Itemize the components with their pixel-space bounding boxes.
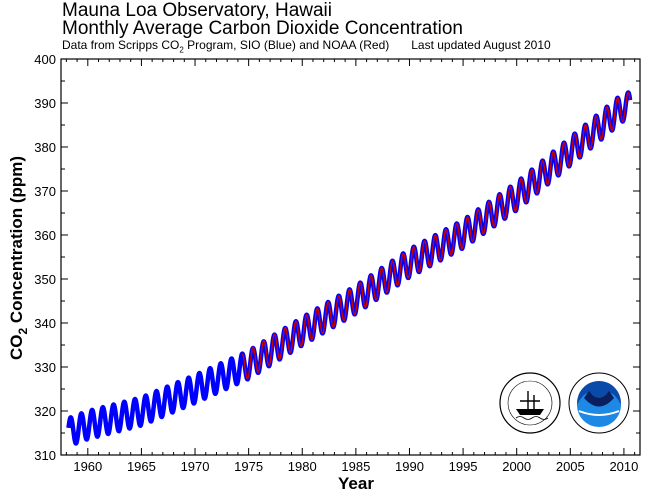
x-tick-label: 2010 — [609, 459, 638, 474]
x-tick-label: 1985 — [341, 459, 370, 474]
y-tick-label: 370 — [34, 184, 56, 199]
chart-title-line2: Monthly Average Carbon Dioxide Concentra… — [62, 18, 463, 39]
chart-title: Mauna Loa Observatory, Hawaii — [62, 0, 332, 21]
x-tick-label: 1970 — [181, 459, 210, 474]
y-axis-title: CO2 Concentration (ppm) — [7, 156, 30, 360]
scripps-logo — [499, 372, 561, 434]
x-tick-label: 1965 — [127, 459, 156, 474]
subtitle-prefix: Data from Scripps CO — [62, 38, 180, 52]
y-tick-label: 390 — [34, 96, 56, 111]
y-tick-label: 400 — [34, 52, 56, 67]
subtitle-updated: Last updated August 2010 — [411, 38, 551, 52]
y-tick-label: 340 — [34, 316, 56, 331]
y-axis-title-prefix: CO — [7, 335, 26, 361]
y-tick-label: 380 — [34, 140, 56, 155]
y-tick-label: 320 — [34, 404, 56, 419]
x-tick-label: 2005 — [556, 459, 585, 474]
y-axis-title-subscript: 2 — [16, 328, 30, 335]
x-tick-label: 1980 — [288, 459, 317, 474]
x-axis-title: Year — [338, 474, 374, 493]
noaa-logo — [568, 372, 630, 434]
y-tick-label: 350 — [34, 272, 56, 287]
svg-text:CO2 Concentration (ppm): CO2 Concentration (ppm) — [7, 156, 30, 360]
subtitle-sources: Program, SIO (Blue) and NOAA (Red) — [183, 38, 390, 52]
y-tick-label: 310 — [34, 448, 56, 463]
series-line-noaa — [241, 91, 631, 380]
x-tick-label: 1975 — [234, 459, 263, 474]
x-tick-label: 1995 — [449, 459, 478, 474]
chart-subtitle: Data from Scripps CO2 Program, SIO (Blue… — [62, 38, 551, 54]
y-tick-label: 360 — [34, 228, 56, 243]
x-tick-label: 1990 — [395, 459, 424, 474]
y-axis-title-suffix: Concentration (ppm) — [7, 156, 26, 328]
subtitle-subscript: 2 — [179, 45, 184, 55]
x-tick-label: 2000 — [502, 459, 531, 474]
y-tick-label: 330 — [34, 360, 56, 375]
x-tick-label: 1960 — [73, 459, 102, 474]
